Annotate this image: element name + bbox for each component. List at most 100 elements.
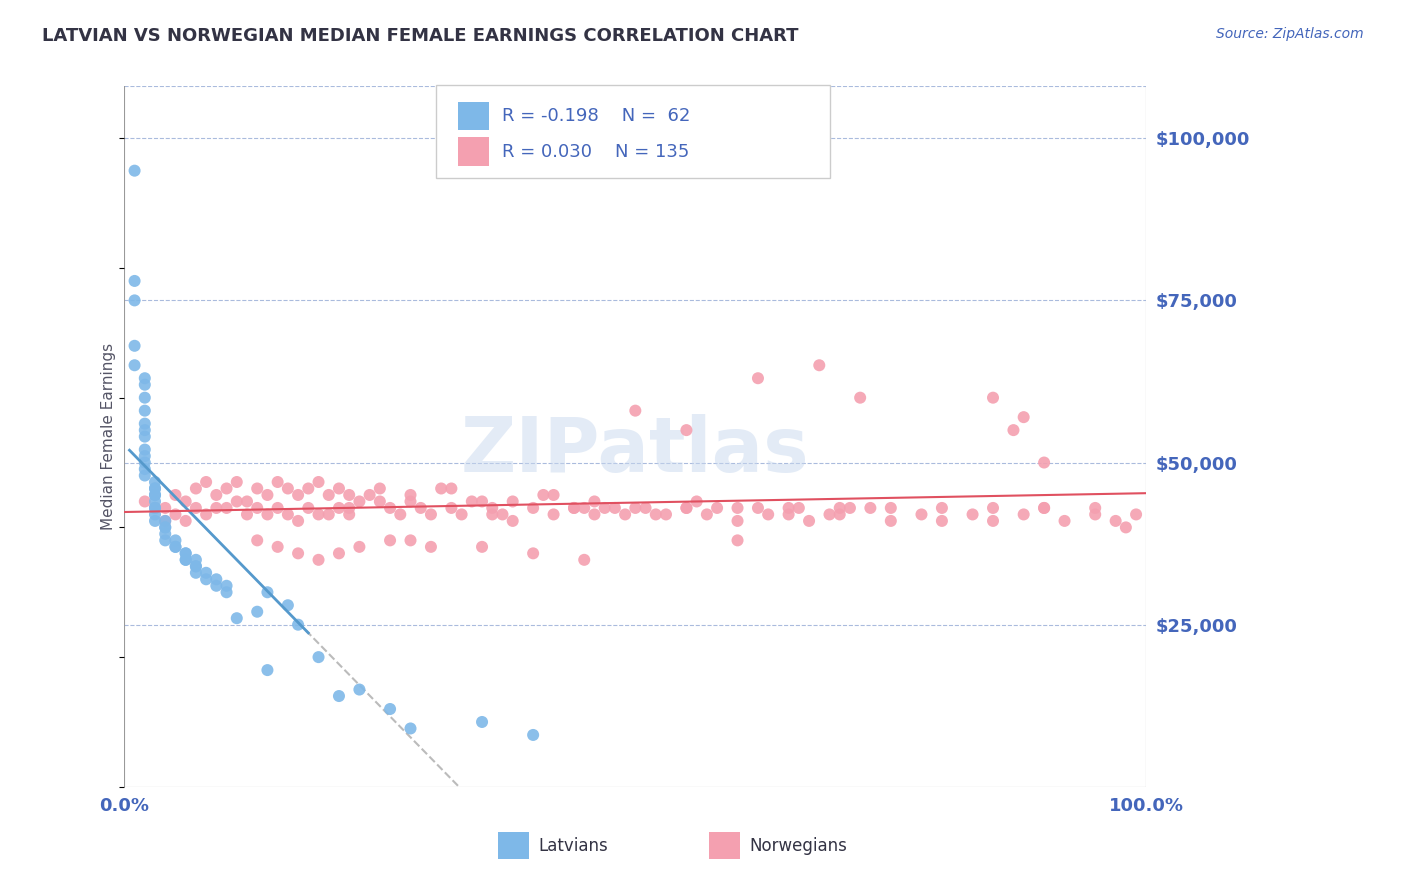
- Point: [143, 500, 166, 515]
- Y-axis label: Median Female Earnings: Median Female Earnings: [101, 343, 115, 530]
- Point: [675, 500, 697, 515]
- Point: [828, 500, 851, 515]
- Point: [246, 533, 269, 548]
- Point: [675, 423, 697, 437]
- Point: [328, 546, 350, 560]
- Point: [543, 508, 565, 522]
- Point: [297, 482, 319, 496]
- Point: [174, 546, 197, 560]
- Point: [174, 546, 197, 560]
- Point: [399, 488, 422, 502]
- Point: [1084, 508, 1107, 522]
- Point: [614, 508, 637, 522]
- Point: [583, 494, 606, 508]
- Point: [287, 488, 309, 502]
- Point: [174, 553, 197, 567]
- Point: [124, 339, 146, 353]
- Point: [236, 494, 259, 508]
- Point: [143, 488, 166, 502]
- Point: [531, 488, 554, 502]
- Point: [195, 475, 218, 489]
- Point: [134, 456, 156, 470]
- Point: [256, 508, 278, 522]
- Point: [818, 508, 841, 522]
- Point: [450, 508, 472, 522]
- Point: [349, 682, 371, 697]
- Point: [756, 508, 779, 522]
- Point: [318, 508, 340, 522]
- Text: R = -0.198    N =  62: R = -0.198 N = 62: [502, 107, 690, 125]
- Point: [409, 500, 432, 515]
- Point: [603, 500, 626, 515]
- Point: [215, 579, 238, 593]
- Point: [287, 514, 309, 528]
- Point: [134, 377, 156, 392]
- Point: [143, 494, 166, 508]
- Point: [246, 500, 269, 515]
- Point: [778, 500, 800, 515]
- Point: [256, 488, 278, 502]
- Point: [1084, 500, 1107, 515]
- Point: [143, 482, 166, 496]
- Text: Source: ZipAtlas.com: Source: ZipAtlas.com: [1216, 27, 1364, 41]
- Point: [287, 617, 309, 632]
- Point: [215, 500, 238, 515]
- Point: [502, 494, 524, 508]
- Point: [308, 553, 330, 567]
- Point: [287, 546, 309, 560]
- Point: [124, 358, 146, 372]
- Point: [471, 540, 494, 554]
- Point: [1033, 500, 1056, 515]
- Point: [266, 540, 288, 554]
- Point: [574, 553, 596, 567]
- Point: [195, 572, 218, 586]
- Point: [134, 494, 156, 508]
- Point: [184, 482, 207, 496]
- Point: [1002, 423, 1025, 437]
- Point: [246, 605, 269, 619]
- Point: [184, 553, 207, 567]
- Point: [1125, 508, 1147, 522]
- Point: [981, 500, 1004, 515]
- Point: [471, 714, 494, 729]
- Point: [787, 500, 810, 515]
- Point: [399, 722, 422, 736]
- Point: [543, 488, 565, 502]
- Point: [124, 274, 146, 288]
- Point: [849, 391, 872, 405]
- Point: [440, 482, 463, 496]
- Point: [184, 566, 207, 580]
- Point: [155, 520, 177, 534]
- Point: [491, 508, 513, 522]
- Point: [195, 566, 218, 580]
- Point: [134, 403, 156, 417]
- Point: [859, 500, 882, 515]
- Point: [143, 475, 166, 489]
- Point: [727, 500, 749, 515]
- Point: [399, 533, 422, 548]
- Point: [747, 500, 769, 515]
- Point: [318, 488, 340, 502]
- Point: [706, 500, 728, 515]
- Point: [143, 500, 166, 515]
- Point: [195, 508, 218, 522]
- Point: [910, 508, 932, 522]
- Point: [481, 500, 503, 515]
- Point: [522, 500, 544, 515]
- Point: [165, 488, 187, 502]
- Point: [655, 508, 678, 522]
- Point: [143, 514, 166, 528]
- Point: [522, 546, 544, 560]
- Point: [593, 500, 616, 515]
- Point: [308, 475, 330, 489]
- Point: [430, 482, 453, 496]
- Point: [399, 494, 422, 508]
- Point: [165, 508, 187, 522]
- Point: [225, 475, 247, 489]
- Point: [246, 482, 269, 496]
- Point: [359, 488, 381, 502]
- Point: [174, 494, 197, 508]
- Point: [174, 553, 197, 567]
- Point: [378, 533, 401, 548]
- Point: [522, 728, 544, 742]
